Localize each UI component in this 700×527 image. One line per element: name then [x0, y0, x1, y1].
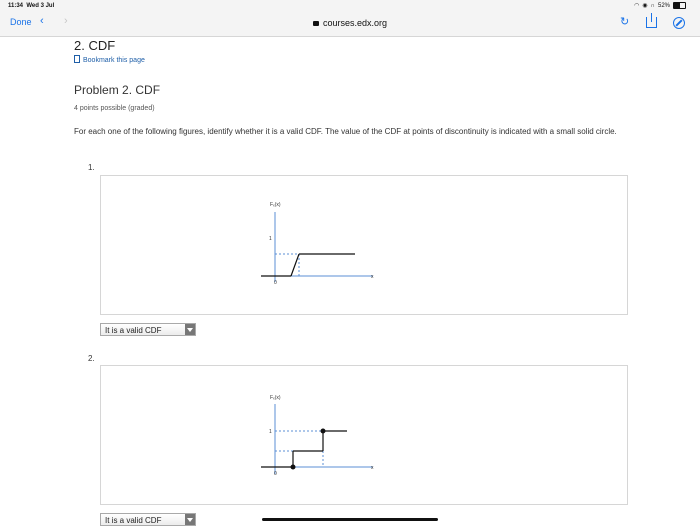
- points-label: 4 points possible (graded): [74, 105, 155, 112]
- status-indicators: ◠ ◉ ∩ 52%: [634, 2, 686, 9]
- back-arrow-icon[interactable]: ‹: [40, 15, 44, 27]
- forward-arrow-icon[interactable]: ›: [64, 15, 68, 27]
- wifi-icon: ◠: [634, 3, 640, 9]
- item-number-2: 2.: [88, 354, 95, 363]
- bookmark-icon: [74, 55, 80, 63]
- figure-1: Fₓ(x) 1 0 x: [100, 175, 628, 315]
- cdf-validity-select-1[interactable]: It is a valid CDF: [100, 323, 196, 336]
- origin-label: 0: [274, 471, 277, 477]
- lock-icon: [312, 21, 319, 26]
- page-content: 2. CDF Bookmark this page Problem 2. CDF…: [0, 37, 700, 526]
- status-bar: 11:34 Wed 3 Jul ◠ ◉ ∩ 52%: [0, 0, 700, 12]
- chevron-down-icon: [185, 514, 195, 525]
- url-text: courses.edx.org: [322, 18, 388, 28]
- headphones-icon: ∩: [650, 2, 655, 9]
- discontinuity-dot-2: [320, 428, 326, 434]
- cdf-validity-select-2[interactable]: It is a valid CDF: [100, 513, 196, 526]
- x-axis-label: x: [371, 274, 374, 280]
- battery-percent: 52%: [657, 2, 670, 9]
- location-icon: ◉: [642, 3, 648, 9]
- y-axis-label: Fₓ(x): [270, 395, 281, 401]
- select-value: It is a valid CDF: [105, 326, 162, 335]
- y-tick-label: 1: [269, 236, 272, 242]
- unit-title: 2. CDF: [74, 38, 116, 53]
- figure-2: Fₓ(x) 1 0 x: [100, 365, 628, 505]
- done-button[interactable]: Done: [10, 17, 32, 27]
- figure-2-plot: Fₓ(x) 1 0 x: [261, 395, 374, 477]
- problem-title: Problem 2. CDF: [74, 83, 161, 97]
- origin-label: 0: [274, 280, 277, 286]
- share-icon[interactable]: [646, 13, 657, 28]
- address-bar[interactable]: courses.edx.org: [0, 18, 700, 28]
- cdf-segment-ramp: [290, 253, 300, 277]
- bookmark-link[interactable]: Bookmark this page: [74, 55, 145, 64]
- problem-prompt: For each one of the following figures, i…: [74, 127, 617, 136]
- y-tick-label: 1: [269, 429, 272, 435]
- y-axis-label: Fₓ(x): [270, 202, 281, 208]
- x-axis-label: x: [371, 465, 374, 471]
- figure-1-plot: Fₓ(x) 1 0 x: [261, 202, 374, 286]
- home-indicator[interactable]: [262, 518, 438, 521]
- discontinuity-dot-1: [290, 464, 296, 470]
- chevron-down-icon: [185, 324, 195, 335]
- compass-icon[interactable]: [673, 17, 685, 29]
- bookmark-label: Bookmark this page: [83, 57, 145, 64]
- browser-toolbar: Done ‹ › courses.edx.org ↻: [0, 12, 700, 37]
- status-time: 11:34 Wed 3 Jul: [8, 3, 55, 9]
- battery-icon: [673, 2, 686, 9]
- select-value: It is a valid CDF: [105, 516, 162, 525]
- reload-icon[interactable]: ↻: [620, 16, 630, 28]
- item-number-1: 1.: [88, 163, 95, 172]
